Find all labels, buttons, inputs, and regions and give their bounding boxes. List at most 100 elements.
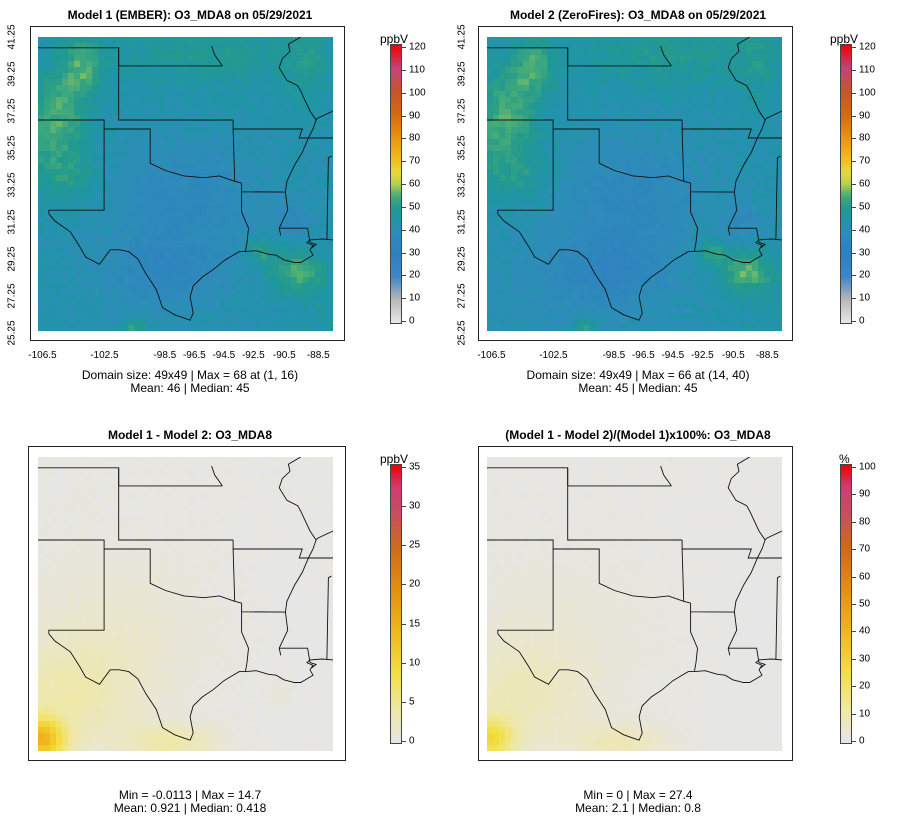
grid-cell xyxy=(278,139,286,146)
grid-cell xyxy=(314,79,322,86)
grid-cell xyxy=(709,109,717,116)
grid-cell xyxy=(733,319,741,326)
grid-cell xyxy=(769,151,777,158)
grid-cell xyxy=(589,49,596,56)
grid-cell xyxy=(296,169,304,176)
grid-cell xyxy=(134,223,141,230)
grid-cell xyxy=(697,271,705,278)
grid-cell xyxy=(661,301,669,308)
grid-cell xyxy=(739,49,747,56)
grid-cell xyxy=(134,235,141,242)
grid-cell xyxy=(194,307,202,314)
grid-cell xyxy=(164,253,172,260)
grid-cell xyxy=(290,457,298,464)
grid-cell xyxy=(517,133,524,140)
grid-cell xyxy=(242,205,250,212)
grid-cell xyxy=(128,67,135,74)
grid-cell xyxy=(619,61,627,68)
grid-cell xyxy=(505,325,512,331)
grid-cell xyxy=(218,67,226,74)
grid-cell xyxy=(613,139,621,146)
grid-cell xyxy=(553,307,560,314)
grid-cell xyxy=(625,157,633,164)
grid-cell xyxy=(200,289,208,296)
grid-cell xyxy=(601,97,609,104)
grid-cell xyxy=(625,289,633,296)
grid-cell xyxy=(158,205,166,212)
grid-cell xyxy=(62,43,69,50)
grid-cell xyxy=(649,283,657,290)
grid-cell xyxy=(589,121,596,128)
panel-model1: Model 1 (EMBER): O3_MDA8 on 05/29/2021 p… xyxy=(0,0,450,420)
grid-cell xyxy=(733,139,741,146)
grid-cell xyxy=(272,193,280,200)
grid-cell xyxy=(272,229,280,236)
grid-cell xyxy=(523,265,530,272)
grid-cell xyxy=(134,319,141,326)
grid-cell xyxy=(50,157,57,164)
grid-cell xyxy=(284,67,292,74)
grid-cell xyxy=(769,307,777,314)
grid-cell xyxy=(511,289,518,296)
grid-cell xyxy=(589,283,596,290)
grid-cell xyxy=(559,253,566,260)
grid-cell xyxy=(200,49,208,56)
grid-cell xyxy=(721,43,729,50)
grid-cell xyxy=(709,127,717,134)
grid-cell xyxy=(302,463,310,470)
grid-cell xyxy=(775,187,782,194)
grid-cell xyxy=(613,163,621,170)
grid-cell xyxy=(230,241,238,248)
grid-cell xyxy=(164,127,172,134)
grid-cell xyxy=(74,277,81,284)
grid-cell xyxy=(152,229,160,236)
grid-cell xyxy=(505,289,512,296)
grid-cell xyxy=(703,283,711,290)
grid-cell xyxy=(56,313,63,320)
grid-cell xyxy=(499,121,506,128)
grid-cell xyxy=(62,37,69,44)
grid-cell xyxy=(86,463,93,470)
grid-cell xyxy=(170,79,178,86)
grid-cell xyxy=(607,181,615,188)
grid-cell xyxy=(523,277,530,284)
grid-cell xyxy=(685,55,693,62)
grid-cell xyxy=(308,109,316,116)
grid-cell xyxy=(152,217,160,224)
grid-cell xyxy=(164,211,172,218)
grid-cell xyxy=(577,295,584,302)
grid-cell xyxy=(559,37,566,44)
grid-cell xyxy=(164,85,172,92)
grid-cell xyxy=(284,223,292,230)
grid-cell xyxy=(655,37,663,44)
grid-cell xyxy=(122,463,129,470)
grid-cell xyxy=(643,127,651,134)
grid-cell xyxy=(505,61,512,68)
grid-cell xyxy=(541,49,548,56)
grid-cell xyxy=(296,463,304,470)
grid-cell xyxy=(224,181,232,188)
grid-cell xyxy=(68,271,75,278)
grid-cell xyxy=(541,163,548,170)
grid-cell xyxy=(170,121,178,128)
grid-cell xyxy=(182,169,190,176)
grid-cell xyxy=(56,229,63,236)
grid-cell xyxy=(769,103,777,110)
grid-cell xyxy=(553,61,560,68)
grid-cell xyxy=(541,187,548,194)
grid-cell xyxy=(182,175,190,182)
grid-cell xyxy=(122,325,129,331)
grid-cell xyxy=(655,229,663,236)
grid-cell xyxy=(547,289,554,296)
grid-cell xyxy=(116,127,123,134)
grid-cell xyxy=(685,229,693,236)
grid-cell xyxy=(655,115,663,122)
grid-cell xyxy=(541,121,548,128)
grid-cell xyxy=(278,169,286,176)
grid-cell xyxy=(248,283,256,290)
grid-cell xyxy=(248,241,256,248)
grid-cell xyxy=(224,43,232,50)
grid-cell xyxy=(691,127,699,134)
grid-cell xyxy=(104,85,111,92)
grid-cell xyxy=(62,247,69,254)
